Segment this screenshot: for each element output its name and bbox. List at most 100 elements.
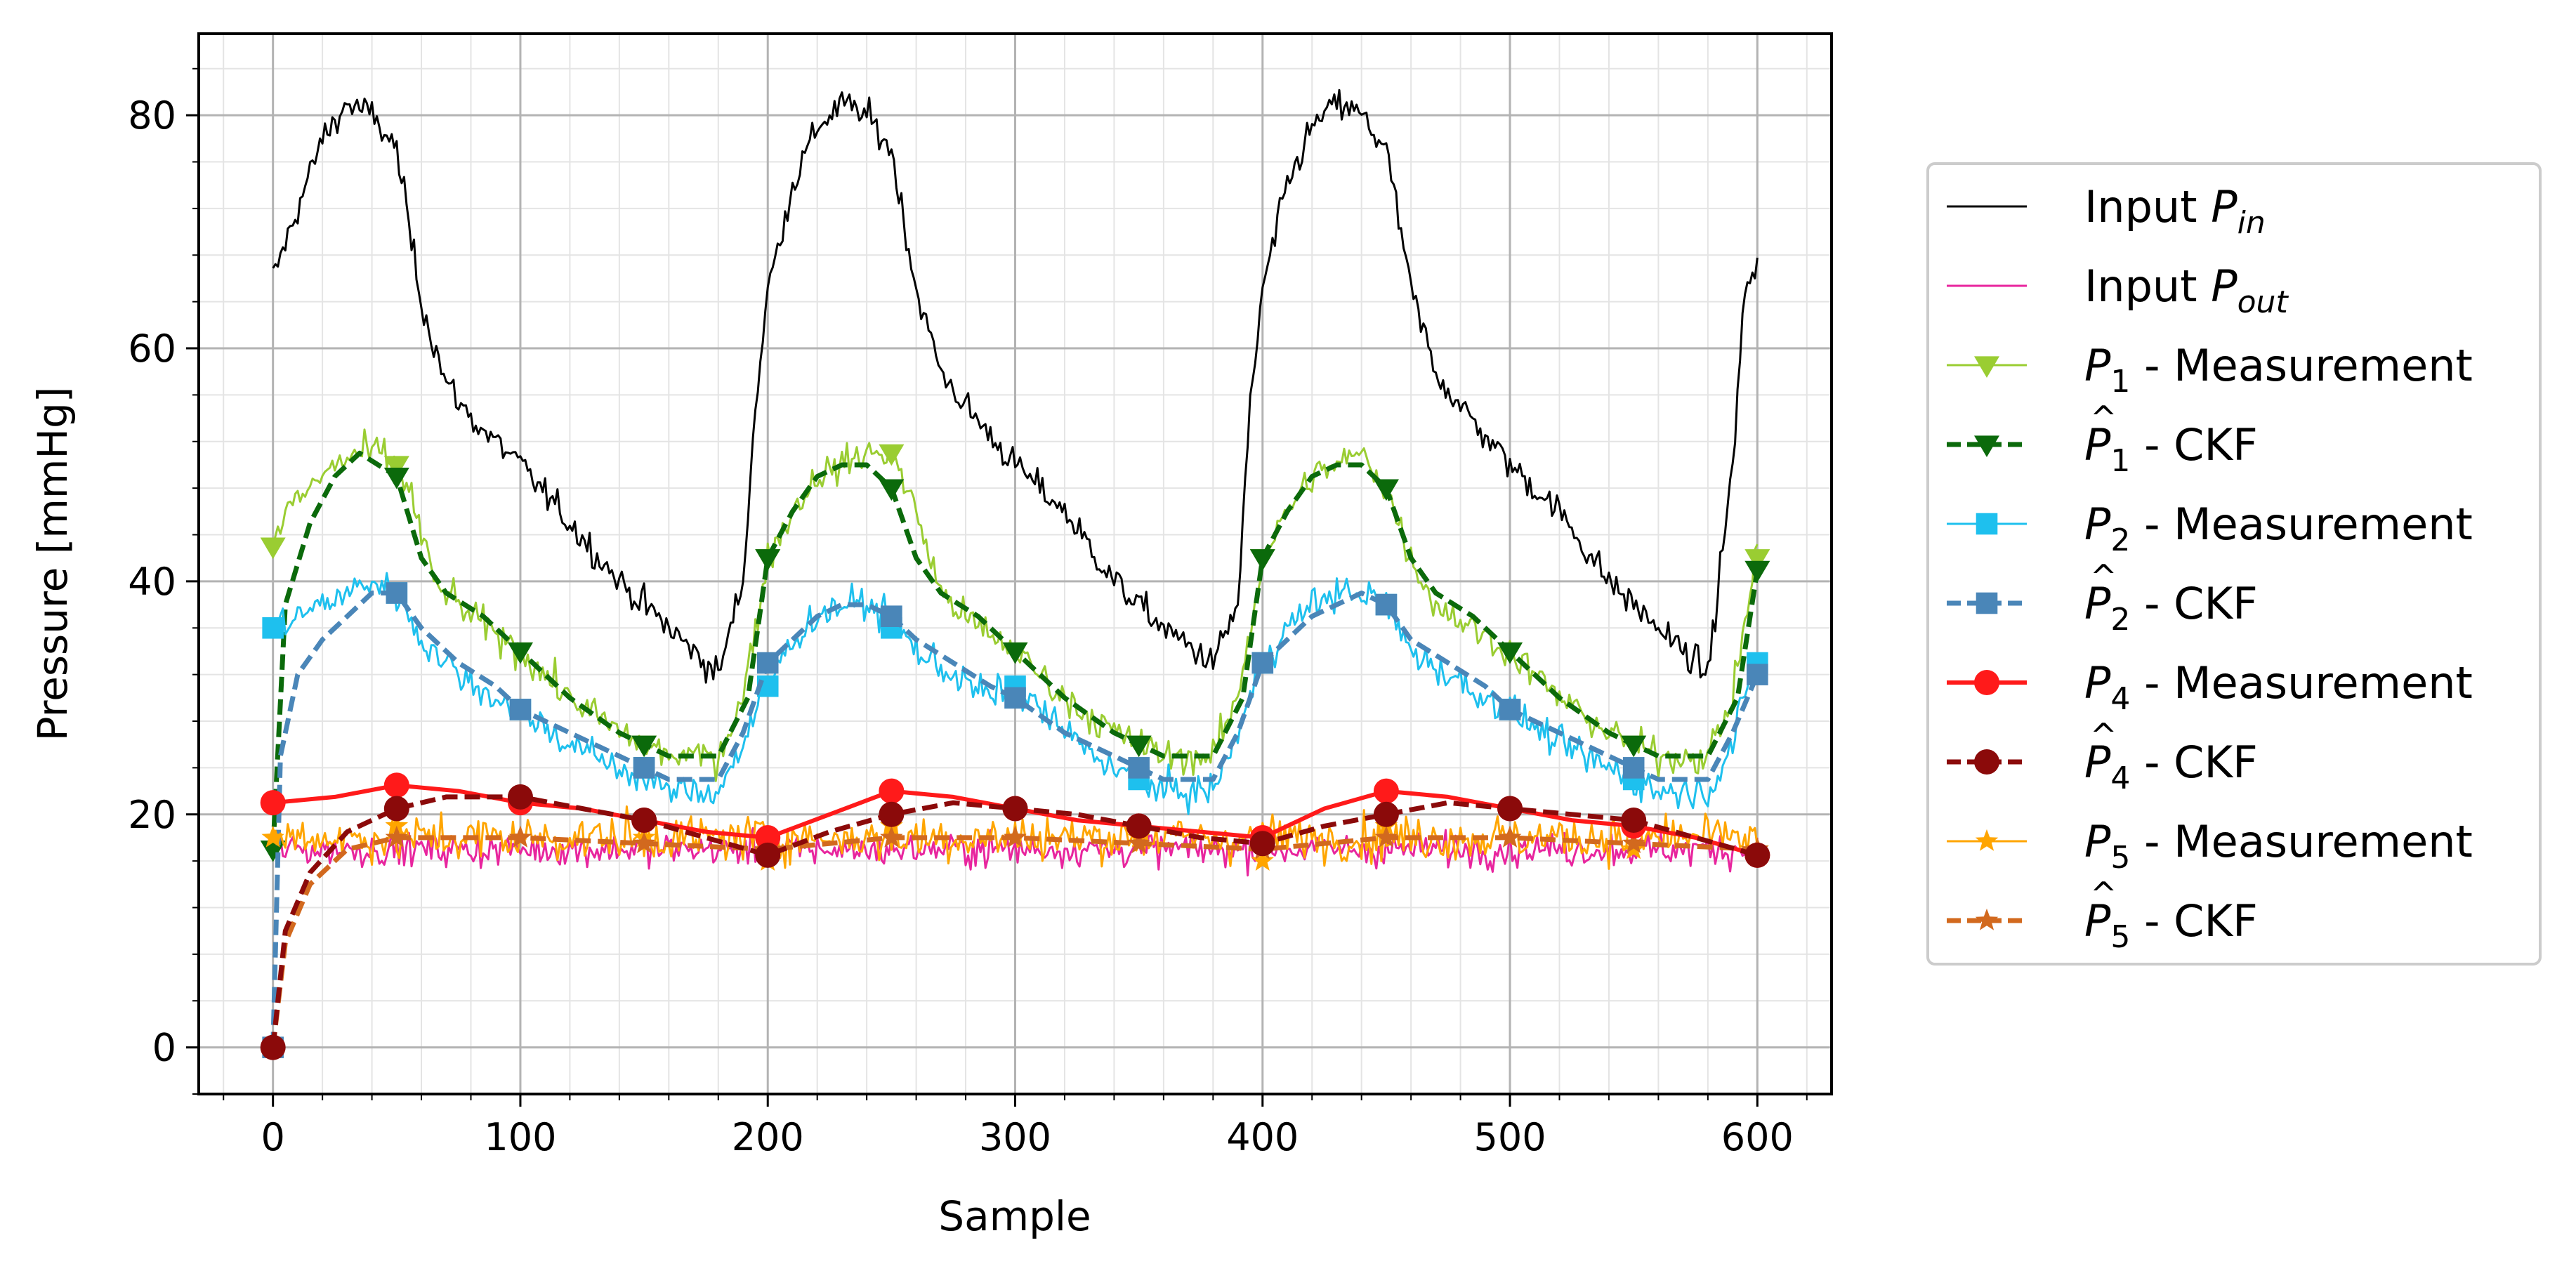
y-axis-label: Pressure [mmHg]	[29, 387, 77, 742]
data-point-marker	[1249, 831, 1275, 857]
data-point-marker	[1373, 778, 1399, 804]
axes: 0 100 200 300 400 500 600 0 20 40 60 80	[128, 67, 1808, 1159]
data-point-marker	[1744, 842, 1770, 868]
data-point-marker	[1622, 831, 1645, 854]
data-point-marker	[383, 796, 409, 822]
data-point-marker	[1004, 687, 1026, 709]
x-tick-label: 200	[732, 1115, 804, 1159]
x-tick-label: 600	[1721, 1115, 1794, 1159]
data-point-marker	[755, 842, 781, 868]
data-point-marker	[879, 778, 905, 804]
data-point-marker	[385, 825, 409, 848]
legend-hat: ^	[2090, 716, 2117, 754]
legend-entry: P2 - Measurement	[1947, 499, 2473, 558]
legend-hat: ^	[2090, 875, 2117, 913]
data-point-marker	[631, 808, 657, 834]
data-point-marker	[879, 444, 905, 466]
data-point-marker	[1004, 825, 1027, 848]
data-point-marker	[507, 642, 533, 664]
legend-frame	[1926, 162, 2542, 966]
legend-label: Input Pout	[2084, 261, 2289, 320]
legend-entry: P1 - CKF^	[1947, 399, 2258, 479]
legend-label: P2 - Measurement	[2084, 499, 2473, 558]
data-point-marker	[879, 479, 905, 501]
data-point-marker	[1621, 735, 1647, 758]
legend-hat: ^	[2090, 558, 2117, 595]
plot-area	[197, 32, 1833, 1095]
series-line	[270, 794, 1759, 1048]
legend-entry: P1 - Measurement	[1947, 340, 2473, 400]
data-point-marker	[1497, 796, 1523, 822]
legend-label: P1 - CKF	[2084, 419, 2258, 479]
legend-marker	[1975, 829, 1999, 851]
legend-marker	[1974, 356, 1999, 378]
data-point-marker	[1002, 796, 1028, 822]
legend-entry: Input Pout	[1947, 261, 2289, 320]
series-p1-hat-ckf	[260, 450, 1770, 862]
data-point-marker	[1126, 735, 1152, 758]
legend-label: P4 - Measurement	[2084, 657, 2473, 717]
y-tick-label: 0	[152, 1026, 176, 1070]
legend-label: P1 - Measurement	[2084, 340, 2473, 400]
data-point-marker	[1374, 825, 1398, 848]
data-point-marker	[631, 735, 657, 758]
series-line	[272, 88, 1759, 684]
series-line	[270, 835, 1758, 1048]
x-tick-label: 100	[484, 1115, 556, 1159]
data-point-marker	[1251, 652, 1274, 674]
data-point-marker	[881, 605, 902, 627]
data-point-marker	[383, 456, 409, 477]
data-point-marker	[1744, 560, 1770, 583]
series-layer	[260, 88, 1770, 1060]
data-point-marker	[1127, 831, 1150, 854]
data-point-marker	[1249, 549, 1275, 571]
grid-lines	[199, 34, 1832, 1095]
data-point-marker	[880, 825, 903, 848]
legend-marker	[1974, 670, 1999, 695]
legend-label: P5 - CKF	[2084, 895, 2258, 955]
data-point-marker	[262, 617, 284, 639]
y-tick-label: 80	[128, 93, 176, 138]
data-point-marker	[383, 772, 409, 798]
data-point-marker	[755, 549, 781, 571]
legend-marker	[1974, 749, 1999, 775]
y-tick-label: 40	[128, 560, 176, 604]
legend-entry: P4 - Measurement	[1947, 657, 2473, 717]
data-point-marker	[1744, 549, 1770, 571]
y-tick-label: 60	[128, 327, 176, 371]
series-line	[270, 450, 1760, 850]
data-point-marker	[260, 790, 286, 816]
series-p4-hat-ckf	[260, 784, 1770, 1060]
legend-entry: P5 - CKF^	[1947, 875, 2258, 955]
legend-label: P5 - Measurement	[2084, 816, 2473, 876]
data-point-marker	[507, 784, 533, 810]
data-point-marker	[1373, 479, 1399, 501]
y-tick-label: 20	[128, 793, 176, 837]
legend-label: Input Pin	[2084, 181, 2266, 241]
data-point-marker	[260, 1034, 286, 1060]
x-axis-label: Sample	[938, 1192, 1091, 1240]
legend-marker	[1976, 513, 1998, 535]
data-point-marker	[260, 537, 286, 560]
x-tick-label: 300	[979, 1115, 1051, 1159]
data-point-marker	[1128, 757, 1150, 779]
data-point-marker	[385, 814, 409, 836]
data-point-marker	[632, 831, 656, 854]
data-point-marker	[1002, 642, 1028, 664]
legend-label: P4 - CKF	[2084, 737, 2258, 796]
legend-entry: Input Pin	[1947, 181, 2266, 241]
legend-marker	[1976, 592, 1998, 614]
data-point-marker	[1499, 699, 1521, 720]
legend-entry: P5 - Measurement	[1947, 816, 2473, 876]
legend-entry: P4 - CKF^	[1947, 716, 2258, 796]
legend-marker	[1974, 435, 1999, 457]
data-point-marker	[1747, 664, 1768, 685]
data-point-marker	[1497, 642, 1523, 664]
data-point-marker	[756, 652, 779, 674]
legend-marker	[1975, 908, 1999, 930]
data-point-marker	[755, 824, 781, 850]
data-point-marker	[1621, 808, 1647, 834]
